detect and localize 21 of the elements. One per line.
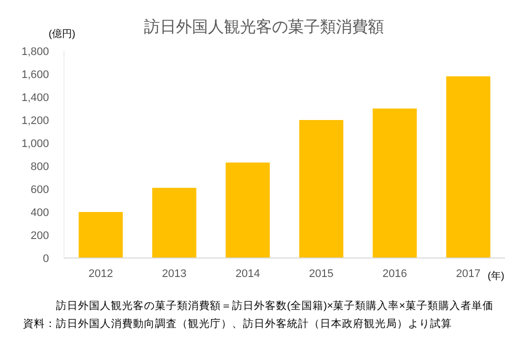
text: 資料：訪日外国人消費動向調査（観光庁）、訪日外客統計（日本政府観光局）より試算 (23, 317, 452, 330)
x-tick-label: 2016 (382, 268, 407, 280)
x-tick-label: 2012 (88, 268, 113, 280)
y-tick-label: 400 (30, 207, 49, 219)
y-tick-label: 1,200 (21, 115, 49, 127)
x-axis-title: (年) (488, 270, 504, 282)
y-tick-label: 1,600 (21, 69, 49, 81)
y-tick-label: 200 (30, 230, 49, 242)
y-tick-label: 800 (30, 161, 49, 173)
y-tick-label: 0 (42, 253, 49, 265)
y-tick-label: 1,800 (21, 46, 49, 58)
chart-title: 訪日外国人観光客の菓子類消費額 (144, 18, 384, 36)
y-axis-title: (億円) (48, 28, 76, 40)
y-tick-label: 600 (30, 184, 49, 196)
x-tick-label: 2013 (162, 268, 186, 280)
y-tick-label: 1,000 (21, 138, 49, 150)
x-tick-label: 2014 (236, 268, 260, 280)
text: 訪日外国人観光客の菓子類消費額＝訪日外客数(全国籍)×菓子類購入率×菓子類購入者単価 (56, 299, 494, 312)
x-tick-label: 2015 (309, 268, 334, 280)
y-tick-label: 1,400 (21, 92, 49, 104)
x-tick-label: 2017 (456, 268, 480, 280)
